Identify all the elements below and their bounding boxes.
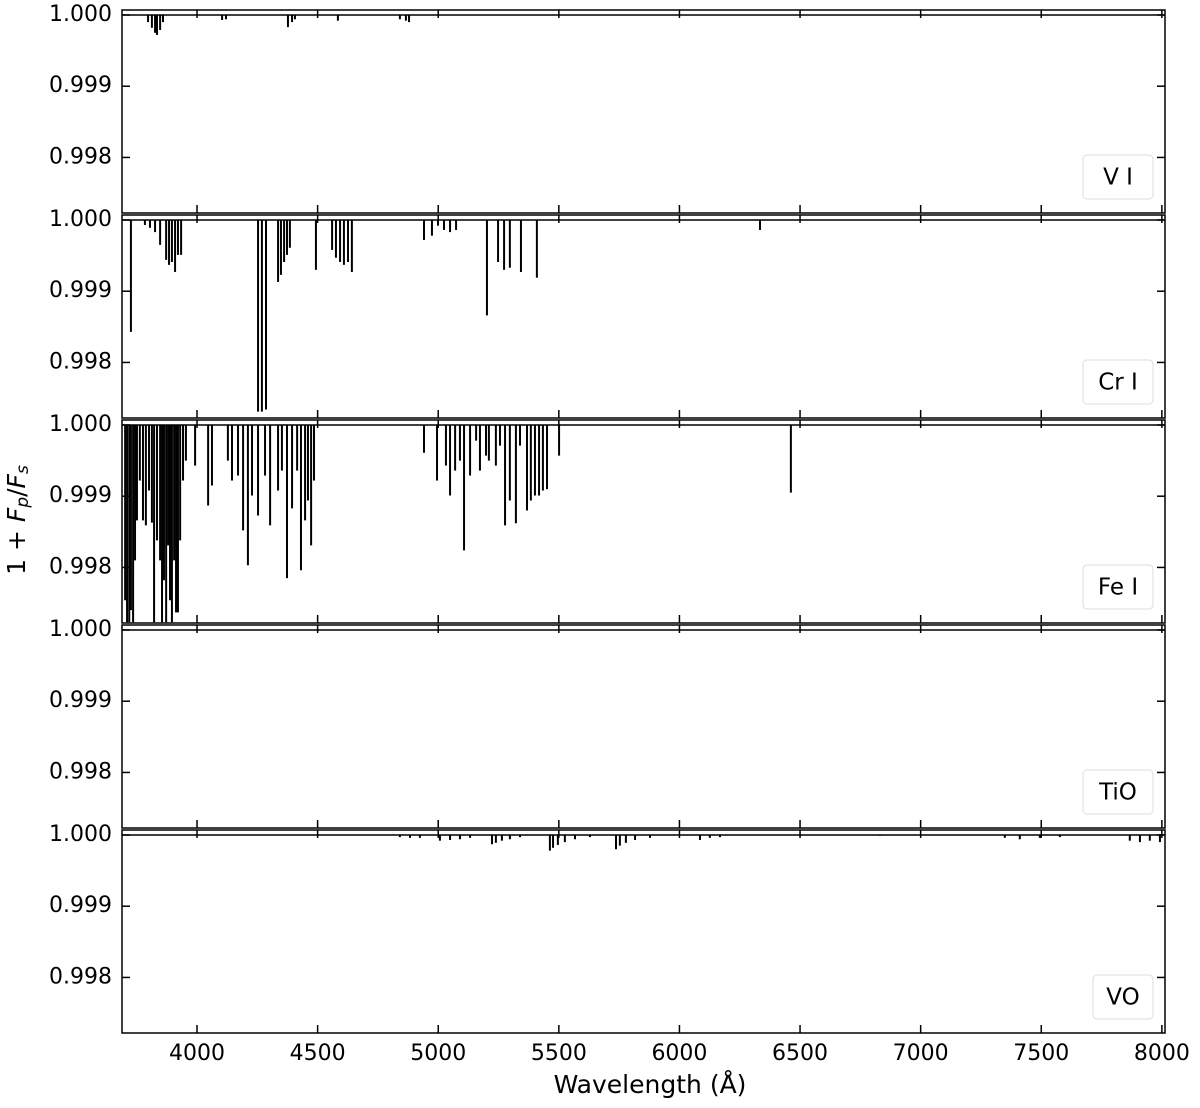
y-tick-label: 1.000 <box>49 822 112 847</box>
x-tick-label: 4000 <box>169 1041 225 1066</box>
y-label-part: F <box>2 473 31 488</box>
y-label-part: F <box>2 507 31 522</box>
y-tick-label: 0.998 <box>49 964 112 989</box>
legend-label: TiO <box>1098 780 1137 806</box>
x-tick-label: 7000 <box>893 1041 949 1066</box>
y-tick-label: 0.999 <box>49 73 112 98</box>
y-tick-label: 1.000 <box>49 617 112 642</box>
legend-box <box>1082 154 1154 200</box>
y-tick-label: 1.000 <box>49 207 112 232</box>
y-label-part: / <box>2 488 31 497</box>
x-tick-label: 6500 <box>772 1041 828 1066</box>
y-label-part: s <box>13 465 33 474</box>
panel-frame <box>121 419 1166 624</box>
y-tick-label: 0.999 <box>49 893 112 918</box>
panel-frame <box>121 624 1166 829</box>
x-tick-label: 6000 <box>651 1041 707 1066</box>
y-tick-label: 1.000 <box>49 2 112 27</box>
y-label-part: p <box>13 497 33 509</box>
panel-frame <box>121 9 1166 214</box>
legend-box <box>1082 769 1154 815</box>
x-tick-label: 7500 <box>1013 1041 1069 1066</box>
x-tick-label: 5000 <box>410 1041 466 1066</box>
legend-label: V I <box>1103 165 1133 191</box>
y-tick-label: 0.999 <box>49 688 112 713</box>
x-tick-label: 4500 <box>290 1041 346 1066</box>
legend-label: Fe I <box>1098 575 1138 601</box>
y-axis-label: 1 + Fp/Fs <box>2 465 33 575</box>
legend-box <box>1092 974 1154 1020</box>
y-tick-label: 0.999 <box>49 483 112 508</box>
x-axis-label: Wavelength (Å) <box>554 1070 747 1099</box>
y-tick-label: 1.000 <box>49 412 112 437</box>
y-tick-label: 0.998 <box>49 349 112 374</box>
x-tick-label: 5500 <box>531 1041 587 1066</box>
legend-label: VO <box>1106 985 1139 1011</box>
y-label-part: 1 + <box>2 522 31 575</box>
y-tick-label: 0.998 <box>49 759 112 784</box>
y-tick-label: 0.999 <box>49 278 112 303</box>
legend-box <box>1082 564 1154 610</box>
panel-frame <box>121 829 1166 1034</box>
x-tick-label: 8000 <box>1134 1041 1190 1066</box>
y-tick-label: 0.998 <box>49 554 112 579</box>
panel-frame <box>121 214 1166 419</box>
legend-label: Cr I <box>1098 370 1138 396</box>
legend-box <box>1082 359 1154 405</box>
y-tick-label: 0.998 <box>49 144 112 169</box>
